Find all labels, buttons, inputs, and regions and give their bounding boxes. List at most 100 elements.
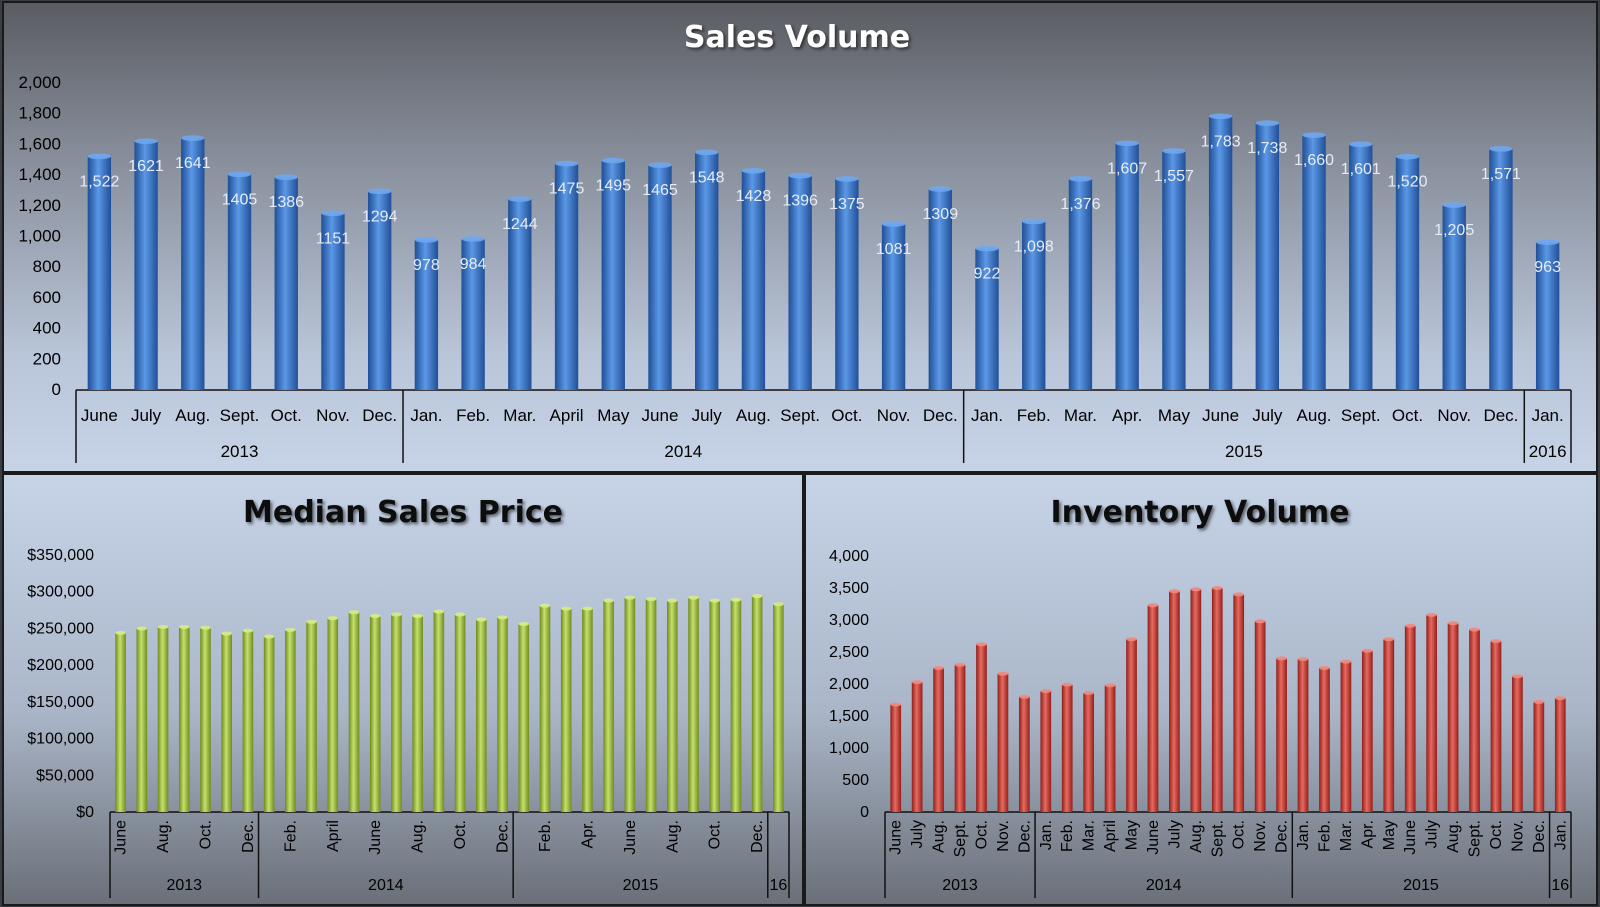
bar-29 [730, 597, 742, 812]
bar-body [1022, 221, 1046, 390]
x-tick-label: July [909, 820, 926, 848]
bar-cap [321, 210, 345, 217]
bar-cap [1302, 132, 1326, 138]
bar-body [1489, 148, 1513, 390]
bar-cap [1349, 141, 1373, 148]
x-tick-label: June [1145, 820, 1162, 855]
bar-2 [181, 135, 205, 390]
bar-body [1104, 685, 1116, 812]
bar-cap [1115, 140, 1139, 147]
data-label: 963 [1534, 259, 1561, 276]
bar-body [1554, 698, 1566, 812]
bar-cap [645, 597, 657, 602]
x-tick-label: Nov. [316, 406, 350, 425]
x-tick-label: Feb. [456, 406, 490, 425]
bar-body [881, 224, 906, 390]
inventory-chart: 4,000 3,500 3,000 2,500 2,000 1,500 1,000 500 0 J… [829, 548, 1572, 898]
bar-cap [1169, 589, 1180, 594]
bar-cap [788, 172, 812, 179]
x-tick-label: July [131, 406, 162, 425]
data-label: 1,205 [1434, 222, 1474, 239]
bar-cap [1383, 637, 1395, 642]
bar-body [582, 608, 593, 812]
y-tick-label: 1,500 [829, 708, 869, 725]
bar-body [1302, 135, 1326, 390]
data-label: 1,520 [1387, 174, 1427, 191]
x-tick-label: June [1402, 820, 1419, 855]
bar-body [367, 191, 392, 390]
bar-9 [1083, 690, 1095, 812]
data-label: 1621 [128, 158, 164, 175]
y-tick-label: 200 [33, 349, 61, 368]
x-tick-label: Nov. [1437, 406, 1471, 425]
bar-cap [178, 624, 190, 629]
bar-cap [666, 598, 678, 603]
bar-body [369, 615, 381, 812]
bar-11 [348, 610, 360, 812]
y-tick-label: 400 [33, 319, 61, 338]
bar-cap [911, 680, 923, 685]
x-tick-label: Aug. [175, 406, 210, 425]
data-label: 1,557 [1154, 168, 1194, 185]
y-tick-label: 1,200 [18, 196, 61, 215]
bar-body [1254, 621, 1266, 812]
bar-1 [911, 680, 923, 812]
bar-body [157, 626, 169, 812]
year-label: 16 [769, 877, 787, 894]
bar-7 [414, 237, 439, 390]
y-tick-label: 600 [33, 288, 61, 307]
bar-body [1297, 659, 1309, 812]
x-tick-label: Dec. [1274, 820, 1291, 853]
x-tick-label: July [1252, 406, 1283, 425]
bar-body [975, 248, 999, 390]
bar-10 [554, 160, 579, 390]
bar-body [274, 177, 298, 390]
bar-cap [928, 186, 952, 192]
bar-cap [975, 245, 999, 252]
x-tick-label: Apr. [1112, 406, 1142, 425]
x-tick-label: Nov. [877, 406, 911, 425]
y-tick-label: 1,000 [18, 227, 61, 246]
x-tick-label: June [888, 820, 905, 855]
data-label: 1405 [222, 191, 258, 208]
bar-body [648, 165, 672, 390]
bar-cap [741, 167, 766, 174]
bar-body [773, 604, 784, 812]
bar-body [461, 238, 485, 390]
x-tick-label: Aug. [931, 820, 948, 853]
bar-25 [645, 597, 657, 812]
bar-cap [1361, 648, 1373, 653]
x-tick-label: Dec. [923, 406, 958, 425]
bar-cap [624, 595, 636, 600]
bar-body [321, 213, 345, 390]
bar-body [741, 170, 766, 390]
bar-20 [1022, 218, 1046, 390]
data-label: 1309 [923, 206, 959, 223]
bar-cap [1447, 621, 1459, 626]
bar-28 [1490, 639, 1502, 812]
median-price-title: Median Sales Price [243, 495, 563, 530]
year-label: 2014 [368, 877, 404, 894]
bar-cap [200, 625, 211, 630]
x-tick-label: Dec. [495, 820, 512, 853]
x-tick-label: April [550, 406, 584, 425]
bar-cap [433, 609, 445, 614]
year-label: 2014 [1146, 877, 1182, 894]
bar-cap [1061, 682, 1073, 687]
year-label: 2013 [221, 442, 259, 461]
bar-cap [348, 610, 360, 615]
bar-2 [933, 666, 944, 812]
bar-body [508, 199, 532, 390]
bar-5 [997, 671, 1009, 812]
bar-11 [601, 157, 625, 390]
x-tick-label: Aug. [1445, 820, 1462, 853]
x-tick-label: Oct. [197, 820, 214, 849]
x-tick-label: Jan. [410, 406, 442, 425]
bar-25 [1426, 612, 1438, 812]
bar-cap [933, 666, 944, 670]
bar-15 [433, 609, 445, 812]
y-tick-label: 1,400 [18, 165, 61, 184]
x-tick-label: Dec. [1483, 406, 1518, 425]
bar-10 [1104, 683, 1116, 812]
bar-30 [751, 594, 763, 812]
